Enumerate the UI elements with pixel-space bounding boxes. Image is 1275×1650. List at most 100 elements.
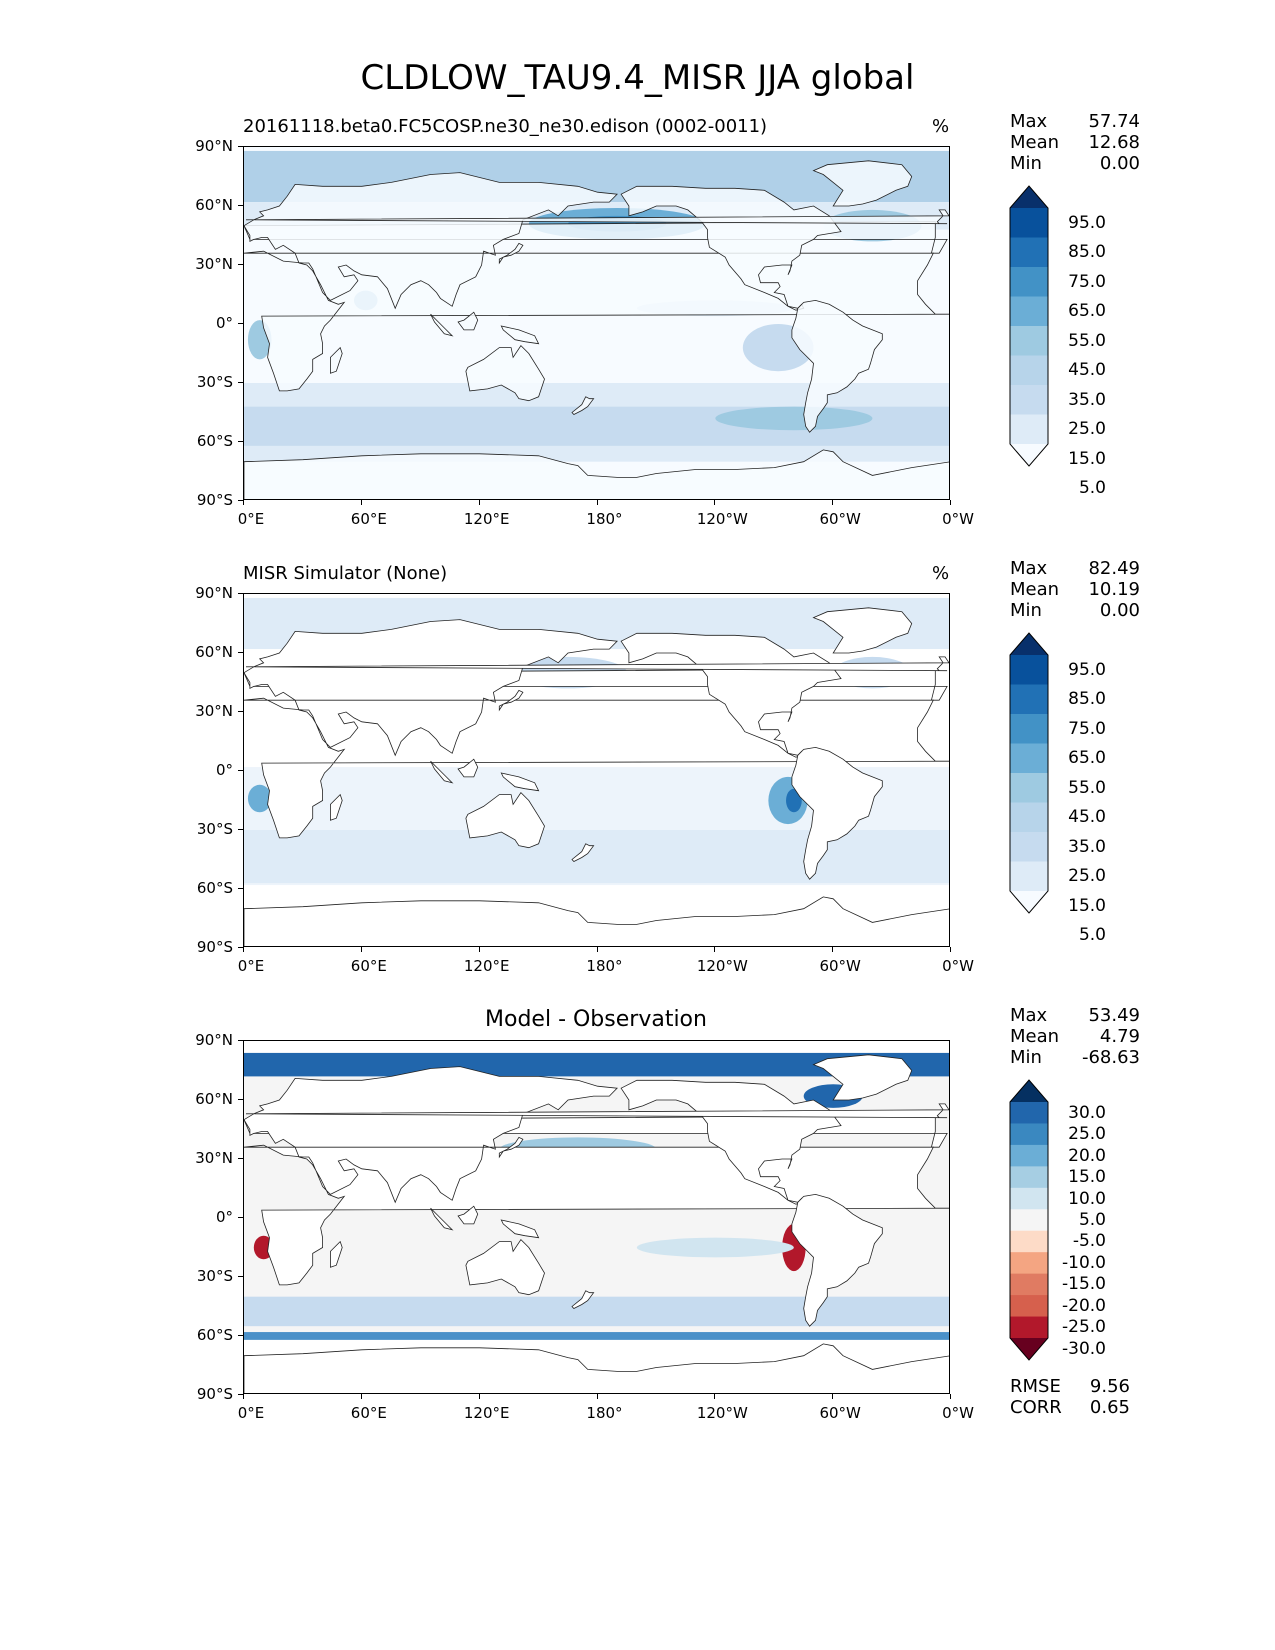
colorbar — [1009, 1079, 1049, 1361]
lat-tick-label: 90°N — [195, 137, 233, 155]
stat-corr: CORR 0.65 — [1010, 1397, 1130, 1419]
colorbar-segment — [1010, 802, 1048, 833]
coastlines — [244, 1054, 949, 1393]
stat-mean: Mean 12.68 — [1010, 132, 1140, 154]
colorbar-segment — [1010, 1230, 1048, 1253]
lon-tick-label: 60°E — [350, 1404, 387, 1422]
colorbar-segment — [1010, 861, 1048, 892]
field-band-south — [244, 830, 949, 884]
land-outline — [812, 1054, 913, 1101]
land-outline — [430, 1207, 454, 1231]
lat-tick-label: 90°S — [196, 1385, 233, 1403]
lat-tick-mark — [238, 711, 243, 712]
stat-max: Max 57.74 — [1010, 111, 1140, 133]
lat-tick-label: 30°S — [196, 1267, 233, 1285]
colorbar-segment — [1010, 743, 1048, 774]
colorbar-segment — [1010, 714, 1048, 744]
land-outline — [244, 449, 949, 499]
colorbar-segment — [1010, 1166, 1048, 1189]
stat-rmse: RMSE 9.56 — [1010, 1376, 1130, 1398]
lon-tick-label: 0°E — [237, 510, 265, 528]
lon-tick-label: 0°W — [942, 510, 974, 528]
panel-title-left: MISR Simulator (None) — [243, 563, 448, 584]
colorbar — [1009, 185, 1049, 467]
colorbar-tick-label: 25.0 — [1068, 866, 1106, 887]
colorbar-tick-label: 5.0 — [1078, 478, 1106, 499]
lon-tick-label: 180° — [586, 957, 623, 975]
lat-tick-label: 0° — [215, 314, 233, 332]
colorbar-tick-label: 15.0 — [1068, 895, 1106, 916]
stat-value: 9.56 — [1089, 1376, 1130, 1397]
stat-mean: Mean 10.19 — [1010, 579, 1140, 601]
land-outline — [457, 311, 479, 331]
lon-tick-mark — [950, 500, 951, 505]
lat-tick-mark — [238, 888, 243, 889]
colorbar-extend-top — [1010, 1080, 1048, 1102]
stat-label: Min — [1010, 1047, 1042, 1068]
lon-tick-mark — [360, 947, 362, 952]
stat-label: Mean — [1010, 132, 1060, 153]
colorbar-tick-label: 15.0 — [1068, 448, 1106, 469]
land-outline — [430, 760, 454, 784]
lon-tick-label: 0°W — [942, 1404, 974, 1422]
lon-tick-label: 60°W — [819, 510, 861, 528]
colorbar-tick-label: 20.0 — [1068, 1145, 1106, 1166]
field-peru-core — [786, 788, 802, 813]
colorbar-segment — [1010, 1144, 1048, 1167]
coastlines — [244, 607, 949, 946]
colorbar-segment — [1010, 1209, 1048, 1232]
stat-label: Max — [1010, 1005, 1048, 1026]
lon-tick-mark — [832, 1394, 834, 1399]
lat-tick-label: 30°N — [195, 702, 233, 720]
colorbar-tick-label: -15.0 — [1062, 1274, 1106, 1295]
colorbar-tick-label: -20.0 — [1062, 1295, 1106, 1316]
lat-tick-mark — [238, 947, 243, 948]
land-outline — [330, 346, 343, 374]
colorbar-tick-label: 35.0 — [1068, 389, 1106, 410]
lat-tick-label: 90°S — [196, 938, 233, 956]
lat-tick-label: 30°S — [196, 820, 233, 838]
colorbar-tick-label: 30.0 — [1068, 1102, 1106, 1123]
colorbar-tick-label: 5.0 — [1078, 925, 1106, 946]
lat-tick-mark — [238, 500, 243, 501]
lat-tick-label: 30°S — [196, 373, 233, 391]
lon-tick-mark — [950, 947, 951, 952]
lon-tick-mark — [478, 947, 480, 952]
colorbar-segment — [1010, 237, 1048, 268]
colorbar-tick-label: 75.0 — [1068, 271, 1106, 292]
lon-tick-label: 0°E — [237, 957, 265, 975]
stat-label: Min — [1010, 153, 1042, 174]
colorbar-tick-label: -25.0 — [1062, 1317, 1106, 1338]
colorbar — [1009, 632, 1049, 914]
stat-mean: Mean 4.79 — [1010, 1026, 1140, 1048]
lat-tick-mark — [238, 1158, 243, 1159]
colorbar-tick-label: 5.0 — [1078, 1210, 1106, 1230]
land-outline — [500, 325, 540, 345]
field-polar-cap — [244, 1041, 949, 1053]
stat-label: Max — [1010, 558, 1048, 579]
lat-tick-mark — [238, 829, 243, 830]
lat-tick-label: 60°S — [196, 879, 233, 897]
land-outline — [244, 172, 949, 392]
lat-tick-mark — [238, 1040, 243, 1041]
lon-tick-label: 120°W — [696, 510, 748, 528]
lat-tick-mark — [238, 1099, 243, 1100]
lat-tick-label: 60°N — [195, 196, 233, 214]
lat-tick-label: 60°N — [195, 643, 233, 661]
stat-max: Max 53.49 — [1010, 1005, 1140, 1027]
lon-tick-mark — [243, 1394, 244, 1399]
colorbar-outline — [1009, 1079, 1049, 1361]
lon-tick-mark — [596, 947, 598, 952]
lat-tick-mark — [238, 323, 243, 324]
colorbar-tick-label: 65.0 — [1068, 748, 1106, 769]
lat-tick-mark — [238, 770, 243, 771]
land-outline — [500, 772, 540, 792]
colorbar-extend-top — [1010, 186, 1048, 208]
lat-tick-mark — [238, 1335, 243, 1336]
colorbar-tick-label: 15.0 — [1068, 1167, 1106, 1188]
lon-tick-label: 180° — [586, 1404, 623, 1422]
field-antarctic-edge-diff — [244, 1332, 949, 1340]
land-outline — [498, 1136, 524, 1159]
land-outline — [430, 313, 454, 337]
map-svg — [244, 147, 949, 499]
